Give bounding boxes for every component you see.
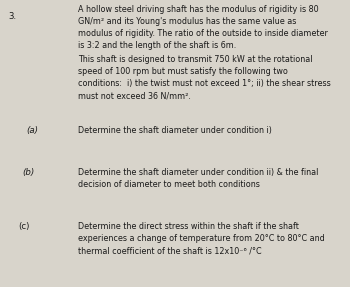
Text: (b): (b) <box>22 168 34 177</box>
Text: This shaft is designed to transmit 750 kW at the rotational
speed of 100 rpm but: This shaft is designed to transmit 750 k… <box>78 55 331 100</box>
Text: Determine the direct stress within the shaft if the shaft
experiences a change o: Determine the direct stress within the s… <box>78 222 325 255</box>
Text: Determine the shaft diameter under condition i): Determine the shaft diameter under condi… <box>78 126 272 135</box>
Text: (a): (a) <box>26 126 38 135</box>
Text: 3.: 3. <box>8 12 16 21</box>
Text: A hollow steel driving shaft has the modulus of rigidity is 80
GN/m² and its You: A hollow steel driving shaft has the mod… <box>78 5 328 51</box>
Text: (c): (c) <box>18 222 29 231</box>
Text: Determine the shaft diameter under condition ii) & the final
decision of diamete: Determine the shaft diameter under condi… <box>78 168 318 189</box>
